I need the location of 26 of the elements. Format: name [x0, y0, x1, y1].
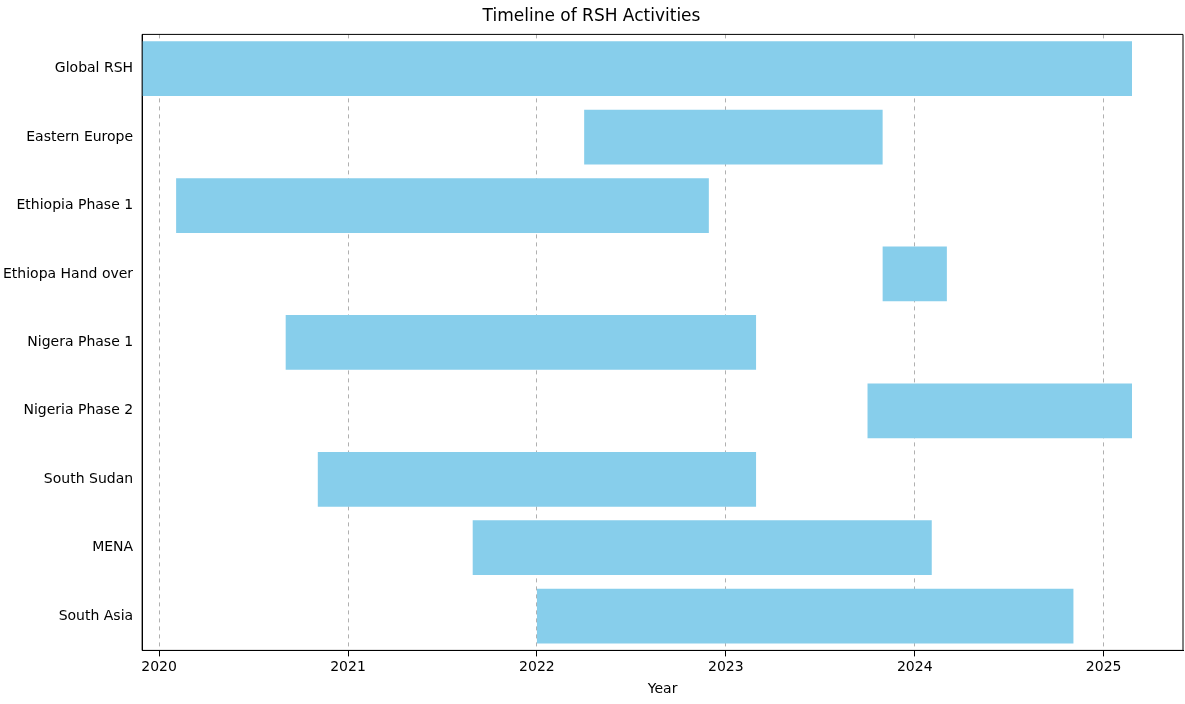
- x-tick-label: 2023: [708, 658, 744, 675]
- y-tick-label: Global RSH: [54, 59, 134, 76]
- bar: [472, 520, 932, 576]
- y-tick-label: MENA: [92, 538, 134, 555]
- x-tick-label: 2020: [141, 658, 177, 675]
- y-tick-label: Eastern Europe: [26, 127, 134, 144]
- y-tick-label: Ethiopa Hand over: [2, 264, 134, 281]
- bar: [142, 41, 1132, 96]
- x-tick-label: 2025: [1085, 658, 1122, 675]
- x-tick-label: 2021: [330, 658, 366, 675]
- bar: [317, 451, 757, 507]
- bar: [176, 178, 709, 233]
- y-tick-label: South Sudan: [43, 469, 134, 486]
- x-axis-title: Year: [646, 680, 678, 697]
- chart-title: Timeline of RSH Activities: [481, 4, 701, 25]
- y-tick-label: Nigeria Phase 2: [23, 401, 134, 418]
- bar: [867, 383, 1132, 439]
- y-tick-label: South Asia: [58, 606, 134, 623]
- y-tick-label: Nigera Phase 1: [27, 333, 134, 350]
- x-tick-label: 2022: [519, 658, 555, 675]
- x-tick-label: 2024: [896, 658, 933, 675]
- bar: [536, 588, 1074, 644]
- bar: [584, 109, 883, 165]
- bar: [285, 315, 757, 370]
- y-tick-label: Ethiopia Phase 1: [16, 196, 134, 213]
- bar: [882, 246, 947, 302]
